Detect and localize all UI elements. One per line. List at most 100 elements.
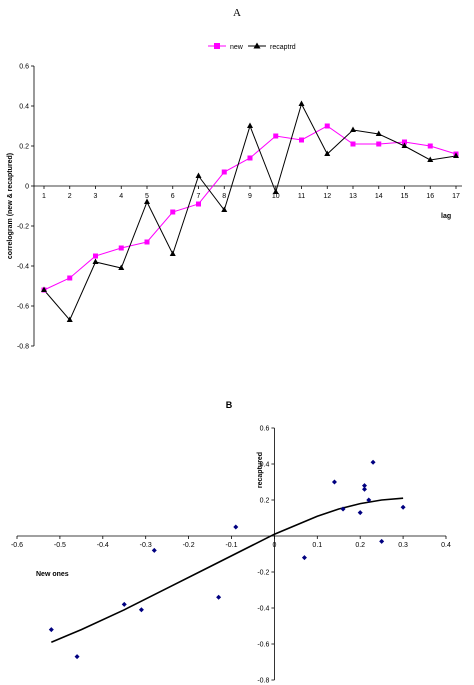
series-new-point [402,139,407,145]
panel-a-x-tick-label: 13 [349,193,357,200]
panel-a-x-tick-label: 14 [375,193,383,200]
panel-a-y-tick-label: -0.6 [17,304,29,311]
panel-b-plot: -0.6 -0.5 -0.4 -0.3 -0.2 -0.1 0 0.1 0.2 0.3 0.4 -0.… [11,426,451,685]
panel-a-x-tick-label: 10 [272,193,280,200]
series-recaptrd-point [92,258,99,264]
panel-a-y-tick-label: 0.2 [19,144,29,151]
panel-b-x-tick-label: -0.6 [11,542,23,549]
panel-b-x-tick-label: 0 [272,542,276,549]
series-recaptrd-line [43,102,457,321]
panel-a-y-tick-label: 0.6 [19,64,29,71]
series-new-point [427,143,433,149]
legend-new-marker [214,43,220,49]
scatter-point [138,607,144,613]
panel-b-x-tick-label: -0.3 [140,542,152,549]
legend-recaptrd-marker [253,42,261,49]
panel-b-y-tick-label: -0.8 [257,678,269,685]
panel-b-y-tick-label: -0.2 [257,570,269,577]
series-recaptrd-point [144,198,150,204]
series-recaptrd-point [324,150,331,156]
scatter-point [151,547,157,553]
series-new-point [196,201,201,207]
series-new-point [299,137,304,143]
panel-a-y-tick-label: -0.4 [17,264,29,271]
panel-a-x-tick-label: 16 [426,193,434,200]
series-new-point [144,239,150,245]
panel-a-y-tick-label: 0 [25,184,29,191]
panel-b-x-tick-label: 0.3 [398,542,408,549]
scatter-point [366,497,372,503]
panel-b-y-tick-label: -0.6 [257,642,269,649]
panel-a-x-tick-label: 1 [42,193,46,200]
series-new-point [350,141,356,147]
series-recaptrd-point [66,316,73,322]
scatter-point [361,483,367,489]
series-recaptrd-point [401,142,408,148]
panel-a-x-tick-label: 7 [197,193,201,200]
series-new-point [170,209,176,215]
panel-a-x-tick-label: 4 [119,193,123,200]
scatter-point [121,601,127,607]
panel-a-y-tick-label: 0.4 [19,104,29,111]
series-recaptrd-point [350,126,356,132]
scatter-point [216,594,222,600]
panel-a-label: A [233,7,241,19]
series-new-point [93,253,98,259]
series-recaptrd-point [272,188,279,194]
series-new-point [324,123,330,129]
series-recaptrd-point [221,206,228,212]
scatter-point [48,627,54,633]
scatter-point [370,459,376,465]
panel-b-y-tick-label: 0.2 [260,498,270,505]
scatter-point [331,479,337,485]
panel-a-x-tick-label: 3 [94,193,98,200]
panel-b-y-tick-label: 0.6 [260,426,270,433]
series-recaptrd-point [247,122,253,128]
panel-b-label: B [226,400,233,410]
scatter-point [340,506,346,512]
series-recaptrd-point [195,172,202,178]
panel-a-legend: new recaptrd [208,42,296,51]
panel-b-x-tick-label: -0.5 [54,542,66,549]
panel-a-y-tick-label: -0.2 [17,224,29,231]
series-new-point [118,245,124,251]
series-new-point [273,133,279,139]
scatter-point [74,654,80,660]
series-new-line [43,125,457,291]
series-recaptrd-point [375,130,382,136]
scatter-point [379,538,385,544]
panel-a-x-tick-label: 9 [248,193,252,200]
series-new-point [221,169,227,175]
panel-a-x-tick-label: 6 [171,193,175,200]
series-recaptrd-point [427,156,434,162]
panel-a-y-tick-label: -0.8 [17,344,29,351]
series-new-point [376,141,382,147]
scatter-point [361,486,367,492]
panel-a-x-tick-label: 5 [145,193,149,200]
panel-b-x-tick-label: 0.1 [312,542,322,549]
series-new-point [247,155,253,161]
panel-a-x-tick-label: 15 [401,193,409,200]
panel-b-x-tick-label: 0.4 [441,542,451,549]
panel-b-x-tick-label: -0.4 [97,542,109,549]
series-recaptrd-point [169,250,176,256]
scatter-point [233,524,239,530]
scatter-point [301,555,307,561]
panel-a-xlabel: lag [441,213,451,220]
panel-b-xlabel: New ones [36,571,69,578]
panel-b-x-tick-label: -0.1 [225,542,237,549]
panel-a-x-tick-label: 17 [452,193,460,200]
panel-a-plot: -0.8-0.6-0.4-0.200.20.40.61 2 3 4 5 6 7 8 9 10 11 1… [17,64,462,351]
series-new-point [67,275,73,281]
panel-a-ylabel: correlogram (new & recaptured) [7,153,14,259]
panel-a-x-tick-label: 12 [323,193,331,200]
panel-a-x-tick-label: 2 [68,193,72,200]
panel-b-y-tick-label: 0.4 [260,462,270,469]
series-recaptrd-point [453,152,459,158]
scatter-point [400,504,406,510]
legend-new-label: new [230,44,244,51]
panel-b-x-tick-label: -0.2 [183,542,195,549]
panel-a-x-tick-label: 8 [222,193,226,200]
legend-recaptrd-label: recaptrd [270,44,296,51]
